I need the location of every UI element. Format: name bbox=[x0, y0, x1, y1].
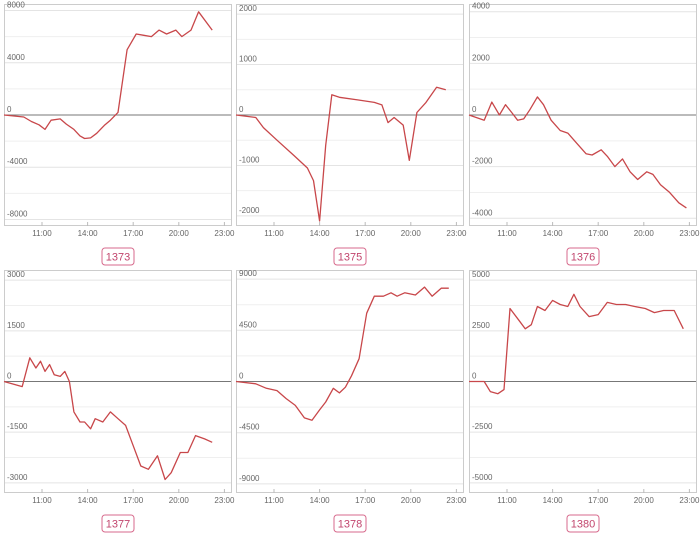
x-tick-label: 11:00 bbox=[32, 229, 52, 238]
badge-label: 1375 bbox=[338, 252, 362, 264]
badge-box bbox=[333, 247, 367, 266]
x-tick-label: 23:00 bbox=[446, 229, 467, 238]
chart-label-badge[interactable]: 1373 bbox=[101, 247, 135, 266]
y-tick-label: -2000 bbox=[472, 157, 493, 166]
x-tick-label: 14:00 bbox=[310, 229, 331, 238]
y-tick-label: -4000 bbox=[472, 208, 493, 217]
chart-panel-1375: 2000 1000 0 -1000 -2000 11:00 14:00 17:00 20:00 2… bbox=[235, 4, 467, 266]
badge-label: 1378 bbox=[338, 519, 362, 531]
x-tick-label: 17:00 bbox=[355, 229, 376, 238]
badge-box bbox=[333, 514, 367, 533]
y-tick-label: 2000 bbox=[472, 53, 490, 62]
y-tick-label: 0 bbox=[239, 105, 244, 114]
chart-panel-1373: 8000 4000 0 -4000 -8000 11:00 14:00 17:00 20:00 2… bbox=[3, 1, 235, 266]
y-tick-label: 5000 bbox=[472, 270, 490, 279]
x-tick-label: 11:00 bbox=[497, 229, 517, 238]
series-line bbox=[3, 11, 213, 140]
y-tick-label: 2000 bbox=[239, 4, 257, 13]
badge-box bbox=[101, 514, 135, 533]
y-tick-label: 0 bbox=[7, 105, 12, 114]
badge-label: 1376 bbox=[571, 252, 595, 264]
x-tick-label: 14:00 bbox=[543, 496, 564, 505]
chart-label-badge[interactable]: 1380 bbox=[566, 514, 600, 533]
y-tick-label: 4500 bbox=[239, 320, 257, 329]
chart-panel-1378: 9000 4500 0 -4500 -9000 11:00 14:00 17:00 20:00 2… bbox=[235, 269, 467, 533]
y-tick-label: -2000 bbox=[239, 206, 260, 215]
badge-label: 1373 bbox=[106, 252, 130, 264]
y-tick-label: -3000 bbox=[7, 473, 28, 482]
x-tick-label: 17:00 bbox=[588, 229, 609, 238]
y-tick-label: -9000 bbox=[239, 474, 260, 483]
x-tick-label: 20:00 bbox=[401, 229, 422, 238]
badge-box bbox=[101, 247, 135, 266]
x-tick-label: 11:00 bbox=[264, 496, 284, 505]
x-tick-label: 11:00 bbox=[264, 229, 284, 238]
badge-label: 1377 bbox=[106, 519, 130, 531]
x-tick-label: 20:00 bbox=[634, 496, 655, 505]
y-tick-label: 2500 bbox=[472, 321, 490, 330]
x-tick-label: 14:00 bbox=[543, 229, 564, 238]
x-tick-label: 14:00 bbox=[78, 229, 99, 238]
y-tick-label: 4000 bbox=[472, 2, 490, 11]
y-tick-label: -1000 bbox=[239, 155, 260, 164]
series-line bbox=[235, 286, 449, 421]
x-tick-label: 17:00 bbox=[123, 229, 144, 238]
y-tick-label: -1500 bbox=[7, 422, 28, 431]
y-tick-label: -4000 bbox=[7, 157, 28, 166]
y-tick-label: -8000 bbox=[7, 209, 28, 218]
series-line bbox=[3, 357, 213, 481]
chart-panel-1380: 5000 2500 0 -2500 -5000 11:00 14:00 17:00 20:00 2… bbox=[469, 270, 700, 533]
series-line bbox=[235, 86, 446, 222]
chart-label-badge[interactable]: 1377 bbox=[101, 514, 135, 533]
x-tick-label: 11:00 bbox=[497, 496, 517, 505]
x-tick-label: 20:00 bbox=[169, 229, 190, 238]
y-tick-label: 4000 bbox=[7, 53, 25, 62]
x-tick-label: 23:00 bbox=[214, 229, 235, 238]
x-tick-label: 14:00 bbox=[310, 496, 331, 505]
badge-box bbox=[566, 247, 600, 266]
y-tick-label: -2500 bbox=[472, 422, 493, 431]
chart-panel-1377: 3000 1500 0 -1500 -3000 11:00 14:00 17:00 20:00 2… bbox=[3, 270, 235, 533]
x-tick-label: 23:00 bbox=[679, 496, 700, 505]
series-line bbox=[469, 293, 684, 395]
x-tick-label: 11:00 bbox=[32, 496, 52, 505]
y-tick-label: 8000 bbox=[7, 1, 25, 10]
chart-label-badge[interactable]: 1375 bbox=[333, 247, 367, 266]
x-tick-label: 23:00 bbox=[214, 496, 235, 505]
x-tick-label: 14:00 bbox=[78, 496, 99, 505]
y-tick-label: 1500 bbox=[7, 321, 25, 330]
y-tick-label: 3000 bbox=[7, 270, 25, 279]
chart-label-badge[interactable]: 1376 bbox=[566, 247, 600, 266]
x-tick-label: 20:00 bbox=[169, 496, 190, 505]
badge-label: 1380 bbox=[571, 519, 595, 531]
y-tick-label: -4500 bbox=[239, 423, 260, 432]
x-tick-label: 20:00 bbox=[401, 496, 422, 505]
y-tick-label: 0 bbox=[239, 372, 244, 381]
y-tick-label: 1000 bbox=[239, 55, 257, 64]
y-tick-label: 9000 bbox=[239, 269, 257, 278]
badge-box bbox=[566, 514, 600, 533]
x-tick-label: 17:00 bbox=[123, 496, 144, 505]
x-tick-label: 23:00 bbox=[679, 229, 700, 238]
chart-panel-1376: 4000 2000 0 -2000 -4000 11:00 14:00 17:00 20:00 2… bbox=[468, 2, 700, 266]
x-tick-label: 20:00 bbox=[634, 229, 655, 238]
y-tick-label: -5000 bbox=[472, 473, 493, 482]
x-tick-label: 17:00 bbox=[588, 496, 609, 505]
y-tick-label: 0 bbox=[472, 372, 477, 381]
series-line bbox=[468, 96, 687, 209]
y-tick-label: 0 bbox=[472, 105, 477, 114]
y-tick-label: 0 bbox=[7, 372, 12, 381]
chart-label-badge[interactable]: 1378 bbox=[333, 514, 367, 533]
x-tick-label: 23:00 bbox=[446, 496, 467, 505]
x-tick-label: 17:00 bbox=[355, 496, 376, 505]
